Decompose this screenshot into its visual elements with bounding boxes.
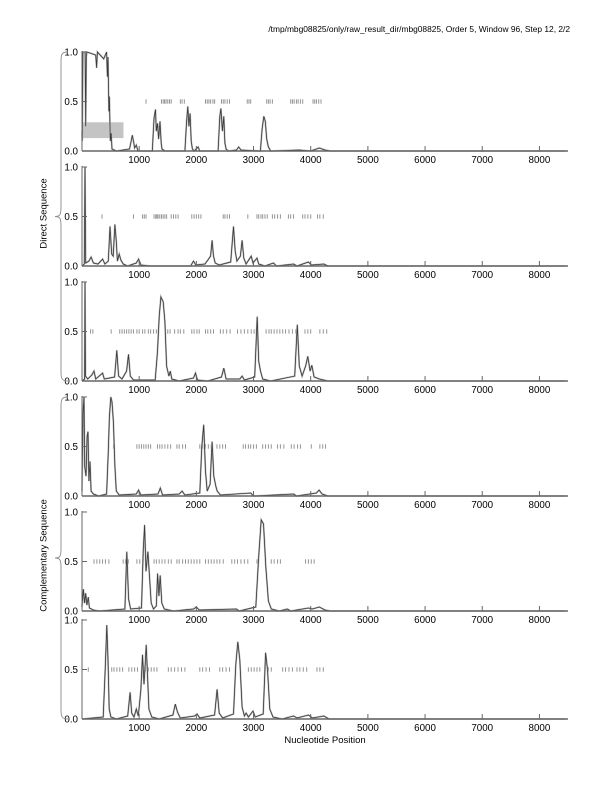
direct-frame-1-y-tick-label: 1.0 — [64, 48, 78, 59]
complementary-frame-3-x-tick-label: 1000 — [128, 723, 150, 734]
direct-frame-1-x-tick-label: 2000 — [185, 155, 207, 166]
complementary-frame-3-x-tick-label: 6000 — [414, 723, 436, 734]
direct-frame-3-y-tick-label: 1.0 — [64, 278, 78, 289]
direct-group-brace — [54, 51, 69, 382]
direct-frame-2-x-tick-label: 1000 — [128, 270, 150, 281]
complementary-frame-3-y-tick-label: 0.5 — [64, 665, 78, 676]
complementary-frame-2-x-tick-label: 2000 — [185, 615, 207, 626]
direct-frame-2-x-tick-label: 2000 — [185, 270, 207, 281]
complementary-frame-2-curve — [81, 518, 566, 612]
complementary-frame-1-x-tick-label: 6000 — [414, 500, 436, 511]
direct-frame-2-x-tick-label: 6000 — [414, 270, 436, 281]
direct-frame-1-x-tick-label: 4000 — [300, 155, 322, 166]
complementary-frame-3-x-tick-label: 4000 — [300, 723, 322, 734]
complementary-frame-2-x-tick-label: 1000 — [128, 615, 150, 626]
direct-frame-3-x-tick-label: 8000 — [529, 385, 551, 396]
complementary-frame-3-x-tick-label: 5000 — [357, 723, 379, 734]
direct-frame-3-x-tick-label: 3000 — [243, 385, 265, 396]
complementary-frame-1-y-tick-label: 0.5 — [64, 442, 78, 453]
direct-frame-3-x-tick-label: 5000 — [357, 385, 379, 396]
direct-frame-1-x-tick-label: 3000 — [243, 155, 265, 166]
direct-frame-3-x-tick-label: 6000 — [414, 385, 436, 396]
complementary-frame-2-x-tick-label: 5000 — [357, 615, 379, 626]
direct-frame-2-x-tick-label: 5000 — [357, 270, 379, 281]
direct-frame-2-x-tick-label: 4000 — [300, 270, 322, 281]
complementary-frame-3-y-tick-label: 0.0 — [64, 715, 78, 726]
complementary-frame-3-x-tick-label: 7000 — [471, 723, 493, 734]
complementary-frame-1-x-tick-label: 4000 — [300, 500, 322, 511]
direct-frame-2-y-tick-label: 0.0 — [64, 262, 78, 273]
direct-frame-2-y-tick-label: 0.5 — [64, 212, 78, 223]
complementary-frame-1-y-tick-label: 1.0 — [64, 393, 78, 404]
complementary-frame-1-x-tick-label: 3000 — [243, 500, 265, 511]
direct-frame-2-y-tick-label: 1.0 — [64, 163, 78, 174]
complementary-frame-2-x-tick-label: 6000 — [414, 615, 436, 626]
direct-frame-1-y-tick-label: 0.5 — [64, 97, 78, 108]
complementary-frame-2-x-tick-label: 3000 — [243, 615, 265, 626]
complementary-frame-1-curve-halo — [81, 396, 566, 497]
complementary-frame-1-curve — [81, 396, 566, 497]
direct-frame-1-x-tick-label: 1000 — [128, 155, 150, 166]
direct-frame-1-y-tick-label: 0.0 — [64, 147, 78, 158]
direct-frame-1-x-tick-label: 6000 — [414, 155, 436, 166]
complementary-frame-3-x-tick-label: 3000 — [243, 723, 265, 734]
direct-frame-1-curve-halo — [81, 49, 566, 153]
complementary-group-brace — [54, 396, 69, 720]
direct-frame-2-x-tick-label: 8000 — [529, 270, 551, 281]
complementary-frame-1-x-tick-label: 8000 — [529, 500, 551, 511]
direct-frame-3-y-tick-label: 0.5 — [64, 327, 78, 338]
direct-frame-2-x-tick-label: 3000 — [243, 270, 265, 281]
complementary-sequence-label: Complementary Sequence — [38, 499, 50, 612]
complementary-frame-1-y-tick-label: 0.0 — [64, 492, 78, 503]
complementary-frame-2-x-tick-label: 8000 — [529, 615, 551, 626]
direct-frame-3-y-tick-label: 0.0 — [64, 377, 78, 388]
complementary-frame-3-curve-halo — [81, 624, 566, 720]
direct-frame-3-x-tick-label: 1000 — [128, 385, 150, 396]
complementary-frame-3-curve — [81, 624, 566, 720]
direct-frame-3-x-tick-label: 2000 — [185, 385, 207, 396]
direct-frame-1-region-box — [82, 122, 124, 139]
complementary-frame-2-curve-halo — [81, 516, 566, 612]
complementary-frame-3-y-tick-label: 1.0 — [64, 616, 78, 627]
complementary-frame-2-y-tick-label: 1.0 — [64, 508, 78, 519]
direct-frame-1-x-tick-label: 5000 — [357, 155, 379, 166]
direct-sequence-label: Direct Sequence — [38, 178, 50, 249]
complementary-frame-3-x-tick-label: 8000 — [529, 723, 551, 734]
complementary-frame-1-x-tick-label: 5000 — [357, 500, 379, 511]
direct-frame-1-curve — [81, 51, 566, 152]
x-axis-label: Nucleotide Position — [284, 735, 366, 746]
direct-frame-1-x-tick-label: 8000 — [529, 155, 551, 166]
plot-title: /tmp/mbg08825/only/raw_result_dir/mbg088… — [268, 24, 570, 34]
complementary-frame-1-x-tick-label: 2000 — [185, 500, 207, 511]
complementary-frame-3-x-tick-label: 2000 — [185, 723, 207, 734]
complementary-frame-1-x-tick-label: 1000 — [128, 500, 150, 511]
direct-frame-3-x-tick-label: 4000 — [300, 385, 322, 396]
complementary-frame-1-x-tick-label: 7000 — [471, 500, 493, 511]
complementary-frame-2-y-tick-label: 0.5 — [64, 557, 78, 568]
complementary-frame-2-x-tick-label: 4000 — [300, 615, 322, 626]
direct-frame-2-x-tick-label: 7000 — [471, 270, 493, 281]
direct-frame-1-x-tick-label: 7000 — [471, 155, 493, 166]
complementary-frame-2-y-tick-label: 0.0 — [64, 607, 78, 618]
direct-frame-3-x-tick-label: 7000 — [471, 385, 493, 396]
complementary-frame-2-x-tick-label: 7000 — [471, 615, 493, 626]
